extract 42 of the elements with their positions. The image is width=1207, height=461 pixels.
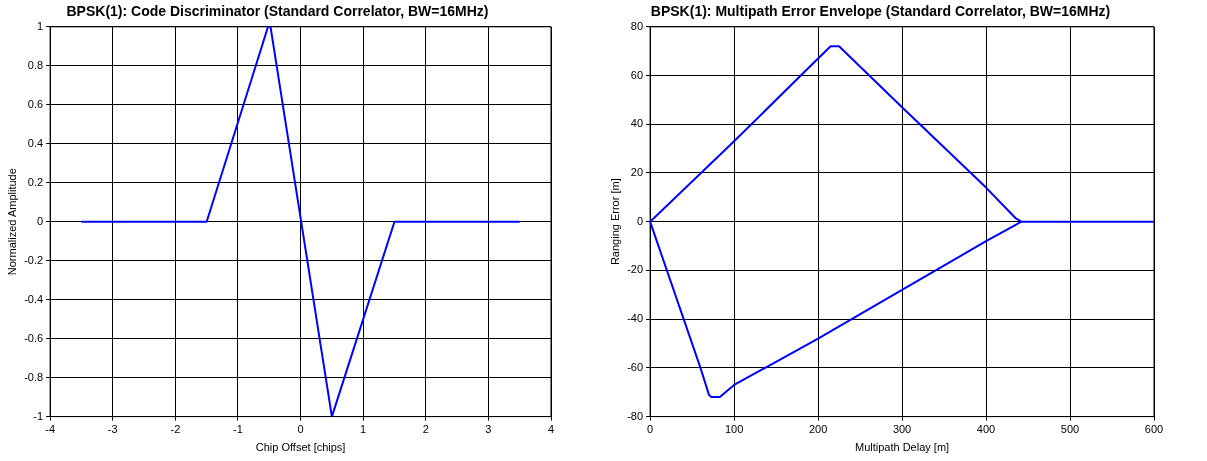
y-tick-label: -0.8 bbox=[24, 370, 44, 383]
x-tick-label: 200 bbox=[808, 423, 828, 436]
x-tick-label: -3 bbox=[107, 423, 118, 436]
y-tick-label: 0.2 bbox=[27, 175, 44, 188]
y-tick-label: 0 bbox=[37, 214, 44, 227]
chart-title: BPSK(1): Code Discriminator (Standard Correlator, BW=16MHz) bbox=[66, 3, 489, 20]
x-tick-label: 0 bbox=[297, 423, 304, 436]
y-axis-title: Ranging Error [m] bbox=[608, 178, 621, 266]
x-tick-label: 500 bbox=[1060, 423, 1080, 436]
x-tick-label: -2 bbox=[170, 423, 181, 436]
y-tick-label: 0 bbox=[636, 214, 644, 227]
x-tick-label: -1 bbox=[233, 423, 243, 436]
y-axis-title: Normalized Amplitude bbox=[5, 168, 18, 276]
x-tick-label: 300 bbox=[892, 423, 912, 436]
y-tick-label: 40 bbox=[630, 117, 644, 130]
y-tick-label: -40 bbox=[627, 312, 644, 325]
y-tick-label: 0.6 bbox=[27, 97, 44, 110]
x-tick-label: 600 bbox=[1144, 423, 1164, 436]
y-tick-label: 0.4 bbox=[27, 136, 44, 149]
x-tick-label: 0 bbox=[647, 423, 654, 436]
y-tick-label: -20 bbox=[627, 263, 644, 276]
y-tick-label: -0.2 bbox=[24, 253, 44, 266]
x-tick-label: -4 bbox=[45, 423, 56, 436]
x-tick-label: 400 bbox=[976, 423, 996, 436]
y-tick-label: 80 bbox=[630, 19, 644, 32]
x-tick-label: 3 bbox=[485, 423, 492, 436]
y-tick-label: -1 bbox=[33, 409, 44, 422]
y-tick-label: -80 bbox=[627, 409, 644, 422]
y-tick-label: 0.8 bbox=[27, 58, 44, 71]
x-axis-title: Chip Offset [chips] bbox=[255, 441, 346, 454]
y-tick-label: -60 bbox=[627, 360, 644, 373]
x-axis-title: Multipath Delay [m] bbox=[854, 441, 950, 454]
x-tick-label: 4 bbox=[547, 423, 555, 436]
y-tick-label: 1 bbox=[37, 19, 44, 32]
x-tick-label: 1 bbox=[360, 423, 367, 436]
x-tick-label: 2 bbox=[422, 423, 429, 436]
x-tick-label: 100 bbox=[724, 423, 744, 436]
y-tick-label: -0.6 bbox=[24, 331, 44, 344]
y-tick-label: -0.4 bbox=[24, 292, 44, 305]
y-tick-label: 20 bbox=[630, 166, 644, 179]
chart-title: BPSK(1): Multipath Error Envelope (Standard Correlator, BW=16MHz) bbox=[650, 3, 1111, 20]
y-tick-label: 60 bbox=[630, 68, 644, 81]
